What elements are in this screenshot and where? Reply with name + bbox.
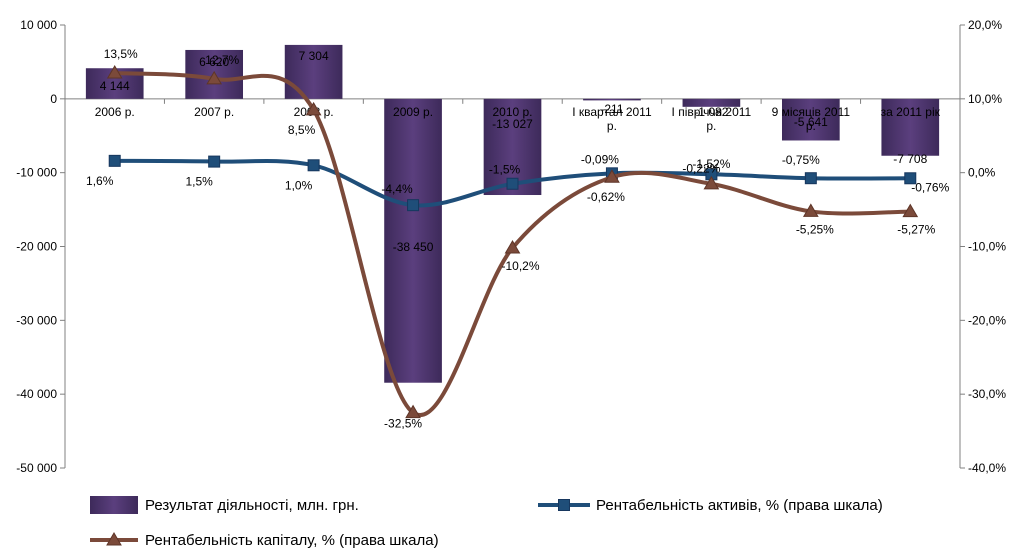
bar-data-labels: 4 144 6 620 7 304 -38 450 -13 027 -211 -1 082 -…: [100, 49, 928, 254]
line-series-1-point: [802, 203, 819, 217]
line-series-1-point: [305, 101, 322, 116]
left-tick-label: -40 000: [16, 387, 57, 401]
bar-data-label: -38 450: [393, 240, 434, 254]
left-tick-label: -50 000: [16, 461, 57, 475]
bar-8: [881, 98, 940, 156]
bar-data-label: 4 144: [100, 79, 130, 93]
line-series-0-point: [904, 172, 917, 185]
line-series-0-data-label: 1,0%: [285, 178, 313, 192]
category-labels: 2006 р. 2007 р. 2008 р. 2009 р. 2010 р. І ква…: [95, 105, 941, 133]
line-series-1-data-label: 8,5%: [288, 123, 316, 137]
right-tick-label: 10,0%: [968, 92, 1002, 106]
right-tick-label: -10,0%: [968, 240, 1006, 254]
line-series-1-point: [504, 239, 521, 254]
line-series-0-data-label: -4,4%: [381, 182, 413, 196]
bar-data-label: 6 620: [199, 55, 229, 69]
line-series-1-data-label: -32,5%: [384, 417, 422, 431]
category-label: 2010 р.: [492, 105, 532, 119]
right-tick-label: -40,0%: [968, 461, 1006, 475]
line-data-labels: 1,6% 1,5% 1,0% -4,4% -1,5% -0,09% -0,22% -0,75%…: [86, 47, 950, 431]
right-tick-label: 20,0%: [968, 18, 1002, 32]
line-series-1-point: [206, 70, 223, 85]
legend-roe-marker: [106, 532, 122, 546]
legend-bar-swatch: [90, 496, 138, 514]
bar-6: [682, 98, 741, 107]
line-series-0-data-label: 1,6%: [86, 174, 114, 188]
line-series-0-point: [307, 159, 320, 172]
bar-data-label: -211: [600, 102, 623, 116]
line-series-0-point: [506, 177, 519, 190]
bars: [85, 44, 940, 383]
category-label: 2007 р.: [194, 105, 234, 119]
left-tick-label: -20 000: [16, 240, 57, 254]
bar-data-label: -5 641: [794, 115, 828, 129]
line-series-1-data-label: 12,7%: [205, 53, 239, 67]
legend: Результат діяльності, млн. грн. Рентабель…: [90, 496, 883, 549]
line-series-1-path: [114, 70, 911, 417]
bar-data-label: -7 708: [893, 152, 927, 166]
category-label: 2009 р.: [393, 105, 433, 119]
legend-roa-label: Рентабельність активів, % (права шкала): [596, 497, 883, 514]
line-series-0-point: [208, 155, 221, 168]
bar-data-label: -13 027: [492, 117, 533, 131]
line-series-0-point: [407, 199, 420, 212]
line-series-0-data-label: -1,5%: [489, 163, 521, 177]
line-series-1-data-label: -1,52%: [692, 157, 730, 171]
line-series-1-data-label: 13,5%: [104, 47, 138, 61]
bar-data-label: -1 082: [694, 105, 728, 119]
category-label: 2006 р.: [95, 105, 135, 119]
line-series-0-data-label: -0,76%: [911, 180, 949, 194]
right-tick-label: -30,0%: [968, 387, 1006, 401]
left-tick-label: 0: [50, 92, 57, 106]
line-series-0-data-label: 1,5%: [185, 175, 213, 189]
category-label: 9 місяців 2011 р.: [772, 105, 851, 133]
legend-roa-marker: [558, 499, 570, 511]
left-tick-label: 10 000: [20, 18, 57, 32]
line-series-1-data-label: -5,25%: [796, 222, 834, 236]
line-series-1-point: [902, 203, 919, 218]
bar-3: [384, 98, 442, 383]
line-series-1-point: [604, 169, 620, 183]
line-series-1-data-label: -5,27%: [897, 223, 935, 237]
axes: 10 000 0 -10 000 -20 000 -30 000 -40 000 -50 0…: [16, 18, 1006, 475]
line-series-1-point: [405, 404, 421, 419]
line-series-1-point: [106, 64, 123, 79]
line-series-1-data-label: -0,62%: [587, 190, 625, 204]
left-tick-label: -10 000: [16, 166, 57, 180]
legend-bar-label: Результат діяльності, млн. грн.: [145, 497, 359, 514]
line-series-1-data-label: -10,2%: [501, 259, 539, 273]
category-label: за 2011 рік: [881, 105, 941, 119]
lines: [106, 64, 919, 419]
line-series-0-point: [804, 172, 817, 185]
right-tick-label: -20,0%: [968, 313, 1006, 327]
line-series-0-data-label: -0,75%: [782, 153, 820, 167]
line-series-0-data-label: -0,09%: [581, 152, 619, 166]
left-tick-label: -30 000: [16, 313, 57, 327]
line-series-1-point: [703, 175, 720, 190]
line-series-0-point: [108, 154, 121, 167]
bar-2: [284, 44, 343, 99]
category-label: І півріччя 2011 р.: [672, 105, 752, 133]
legend-roe-label: Рентабельність капіталу, % (права шкала): [145, 532, 439, 549]
category-label: І квартал 2011 р.: [572, 105, 652, 133]
bar-7: [781, 98, 840, 141]
bar-data-label: 7 304: [299, 49, 329, 63]
right-tick-label: 0,0%: [968, 166, 996, 180]
bar-5: [583, 98, 641, 101]
line-series-0-data-label: -0,22%: [682, 161, 720, 175]
